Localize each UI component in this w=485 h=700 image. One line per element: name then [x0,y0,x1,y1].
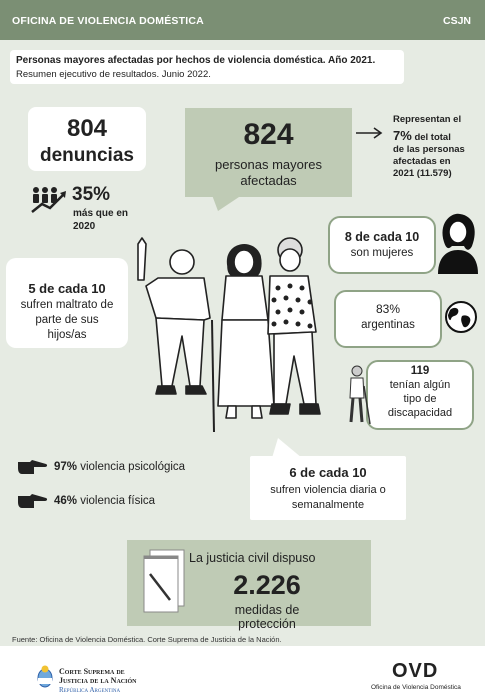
document-pen-icon [143,549,185,613]
psychological-violence: 97% violencia psicológica [54,461,185,473]
subtitle-line1: Personas mayores afectadas por hechos de… [16,55,376,66]
court-line3: República Argentina [59,686,121,694]
share-line4: afectadas en [393,156,451,167]
share-total: del total [414,132,451,143]
affected-value: 824 [243,118,294,151]
subtitle-box: Personas mayores afectadas por hechos de… [10,50,404,84]
share-line2: 7% del total [393,128,451,143]
share-line3: de las personas [393,144,465,155]
share-pct: 7% [393,128,412,143]
denuncias-card: 804 denuncias [28,107,146,171]
org-code: CSJN [442,15,471,27]
children-line2: sufren maltrato de [20,299,114,311]
arrow-right-icon [356,127,383,139]
court-line1: Corte Suprema de [59,667,125,676]
source-note: Fuente: Oficina de Violencia Doméstica. … [12,635,282,644]
subtitle-line2: Resumen ejecutivo de resultados. Junio 2… [16,69,211,80]
argentinas-card: 83% argentinas [334,290,442,348]
office-title: OFICINA DE VIOLENCIA DOMÉSTICA [12,15,204,27]
share-line1: Representan el [393,114,462,125]
affected-callout-tail [212,195,242,211]
children-line3: parte de sus [35,314,99,326]
woman-avatar-icon [438,213,478,274]
court-line2: Justicia de la Nación [59,676,137,685]
psychological-label: violencia psicológica [80,461,186,473]
disability-line3: tipo de [403,393,437,405]
increase-value: 35% [72,184,111,205]
measures-line1: La justicia civil dispuso [189,551,316,565]
frequency-callout-tail [272,438,302,458]
children-card: 5 de cada 10 sufren maltrato de parte de… [6,258,128,348]
frequency-line2: sufren violencia diaria o [270,484,386,496]
women-line2: son mujeres [350,247,414,259]
psychological-pct: 97% [54,461,78,473]
affected-card: 824 personas mayores afectadas [185,108,352,197]
physical-pct: 46% [54,495,78,507]
disability-line1: 119 [410,365,430,377]
denuncias-value: 804 [66,115,108,142]
header-bar: OFICINA DE VIOLENCIA DOMÉSTICA CSJN [0,0,485,40]
increase-label-2: 2020 [73,221,96,232]
affected-label-2: afectadas [240,173,297,188]
frequency-line3: semanalmente [291,499,365,511]
children-line1: 5 de cada 10 [28,281,106,296]
measures-value: 2.226 [233,570,301,600]
pointing-hand-icon [18,460,48,474]
argentinas-line2: argentinas [361,319,415,331]
physical-label: violencia física [80,495,156,507]
frequency-card: 6 de cada 10 sufren violencia diaria o s… [250,456,406,520]
disability-line2: tenían algún [389,379,451,391]
ovd-logo: OVD [392,660,439,682]
children-line4: hijos/as [47,329,87,341]
elderly-people-illustration [137,237,321,433]
disability-line4: discapacidad [387,407,453,419]
people-growth-icon [31,187,66,213]
argentina-emblem-icon [37,665,53,688]
measures-line2: medidas de protección [234,603,300,631]
affected-label-1: personas mayores [215,157,322,172]
women-card: 8 de cada 10 son mujeres [328,216,436,274]
frequency-line1: 6 de cada 10 [289,465,367,480]
women-line1: 8 de cada 10 [344,230,420,244]
denuncias-label: denuncias [40,145,134,166]
elderly-cane-icon [349,365,371,425]
physical-violence: 46% violencia física [54,495,155,507]
globe-icon [445,301,477,333]
ovd-name: Oficina de Violencia Doméstica [371,684,461,691]
share-line5: 2021 (11.579) [393,168,452,179]
pointing-hand-icon [18,494,48,508]
increase-label-1: más que en [73,208,129,219]
argentinas-line1: 83% [375,302,401,316]
disability-card: 119 tenían algún tipo de discapacidad [366,360,474,430]
